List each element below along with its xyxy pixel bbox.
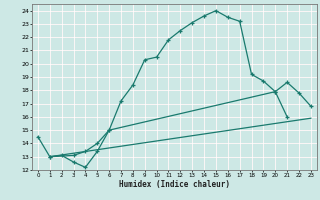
X-axis label: Humidex (Indice chaleur): Humidex (Indice chaleur) (119, 180, 230, 189)
